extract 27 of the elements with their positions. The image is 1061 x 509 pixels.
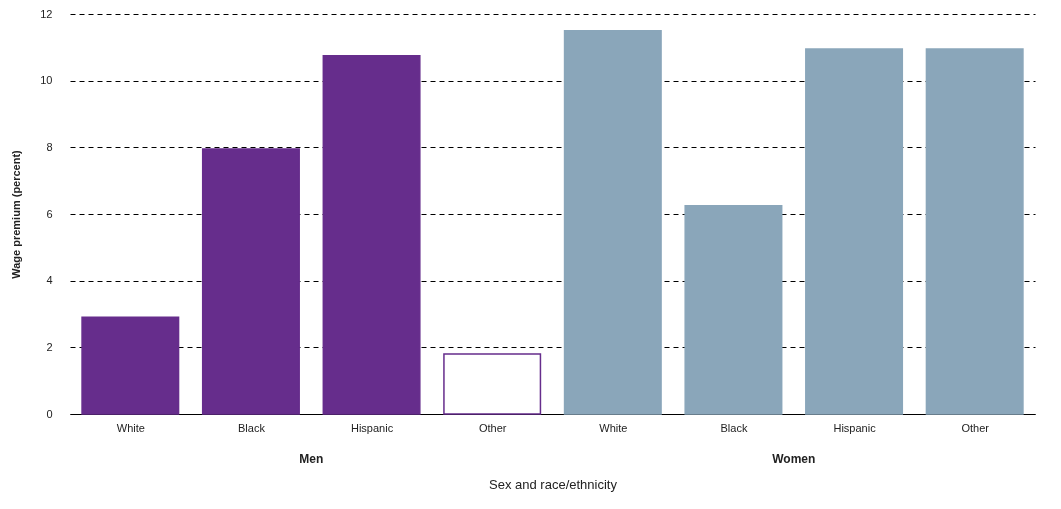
x-tick-label: White [599,421,628,434]
y-tick-label: 10 [40,74,53,87]
x-tick-label: Other [478,421,507,434]
bar [925,48,1024,415]
x-tick-label: Hispanic [833,421,877,434]
x-axis-title: Sex and race/ethnicity [489,476,618,492]
bar [563,29,662,415]
x-tick-label: Black [237,421,266,434]
x-tick-label: White [116,421,145,434]
x-tick-label: Other [961,421,990,434]
x-tick-label: Hispanic [350,421,394,434]
bar [81,316,180,415]
y-tick-label: 6 [46,207,53,220]
bar [201,148,300,415]
y-tick-label: 12 [40,7,53,20]
bar [322,54,421,415]
y-tick-label: 0 [46,407,53,420]
bar [805,48,904,415]
bar [443,353,542,415]
x-tick-label: Black [720,421,748,434]
y-tick-label: 4 [46,274,53,287]
text: Women [772,452,816,466]
y-axis-title: Wage premium (percent) [10,149,23,279]
y-tick-label: 2 [46,340,53,353]
text: Men [299,452,324,466]
bar [684,204,783,415]
y-tick-label: 8 [46,140,53,153]
